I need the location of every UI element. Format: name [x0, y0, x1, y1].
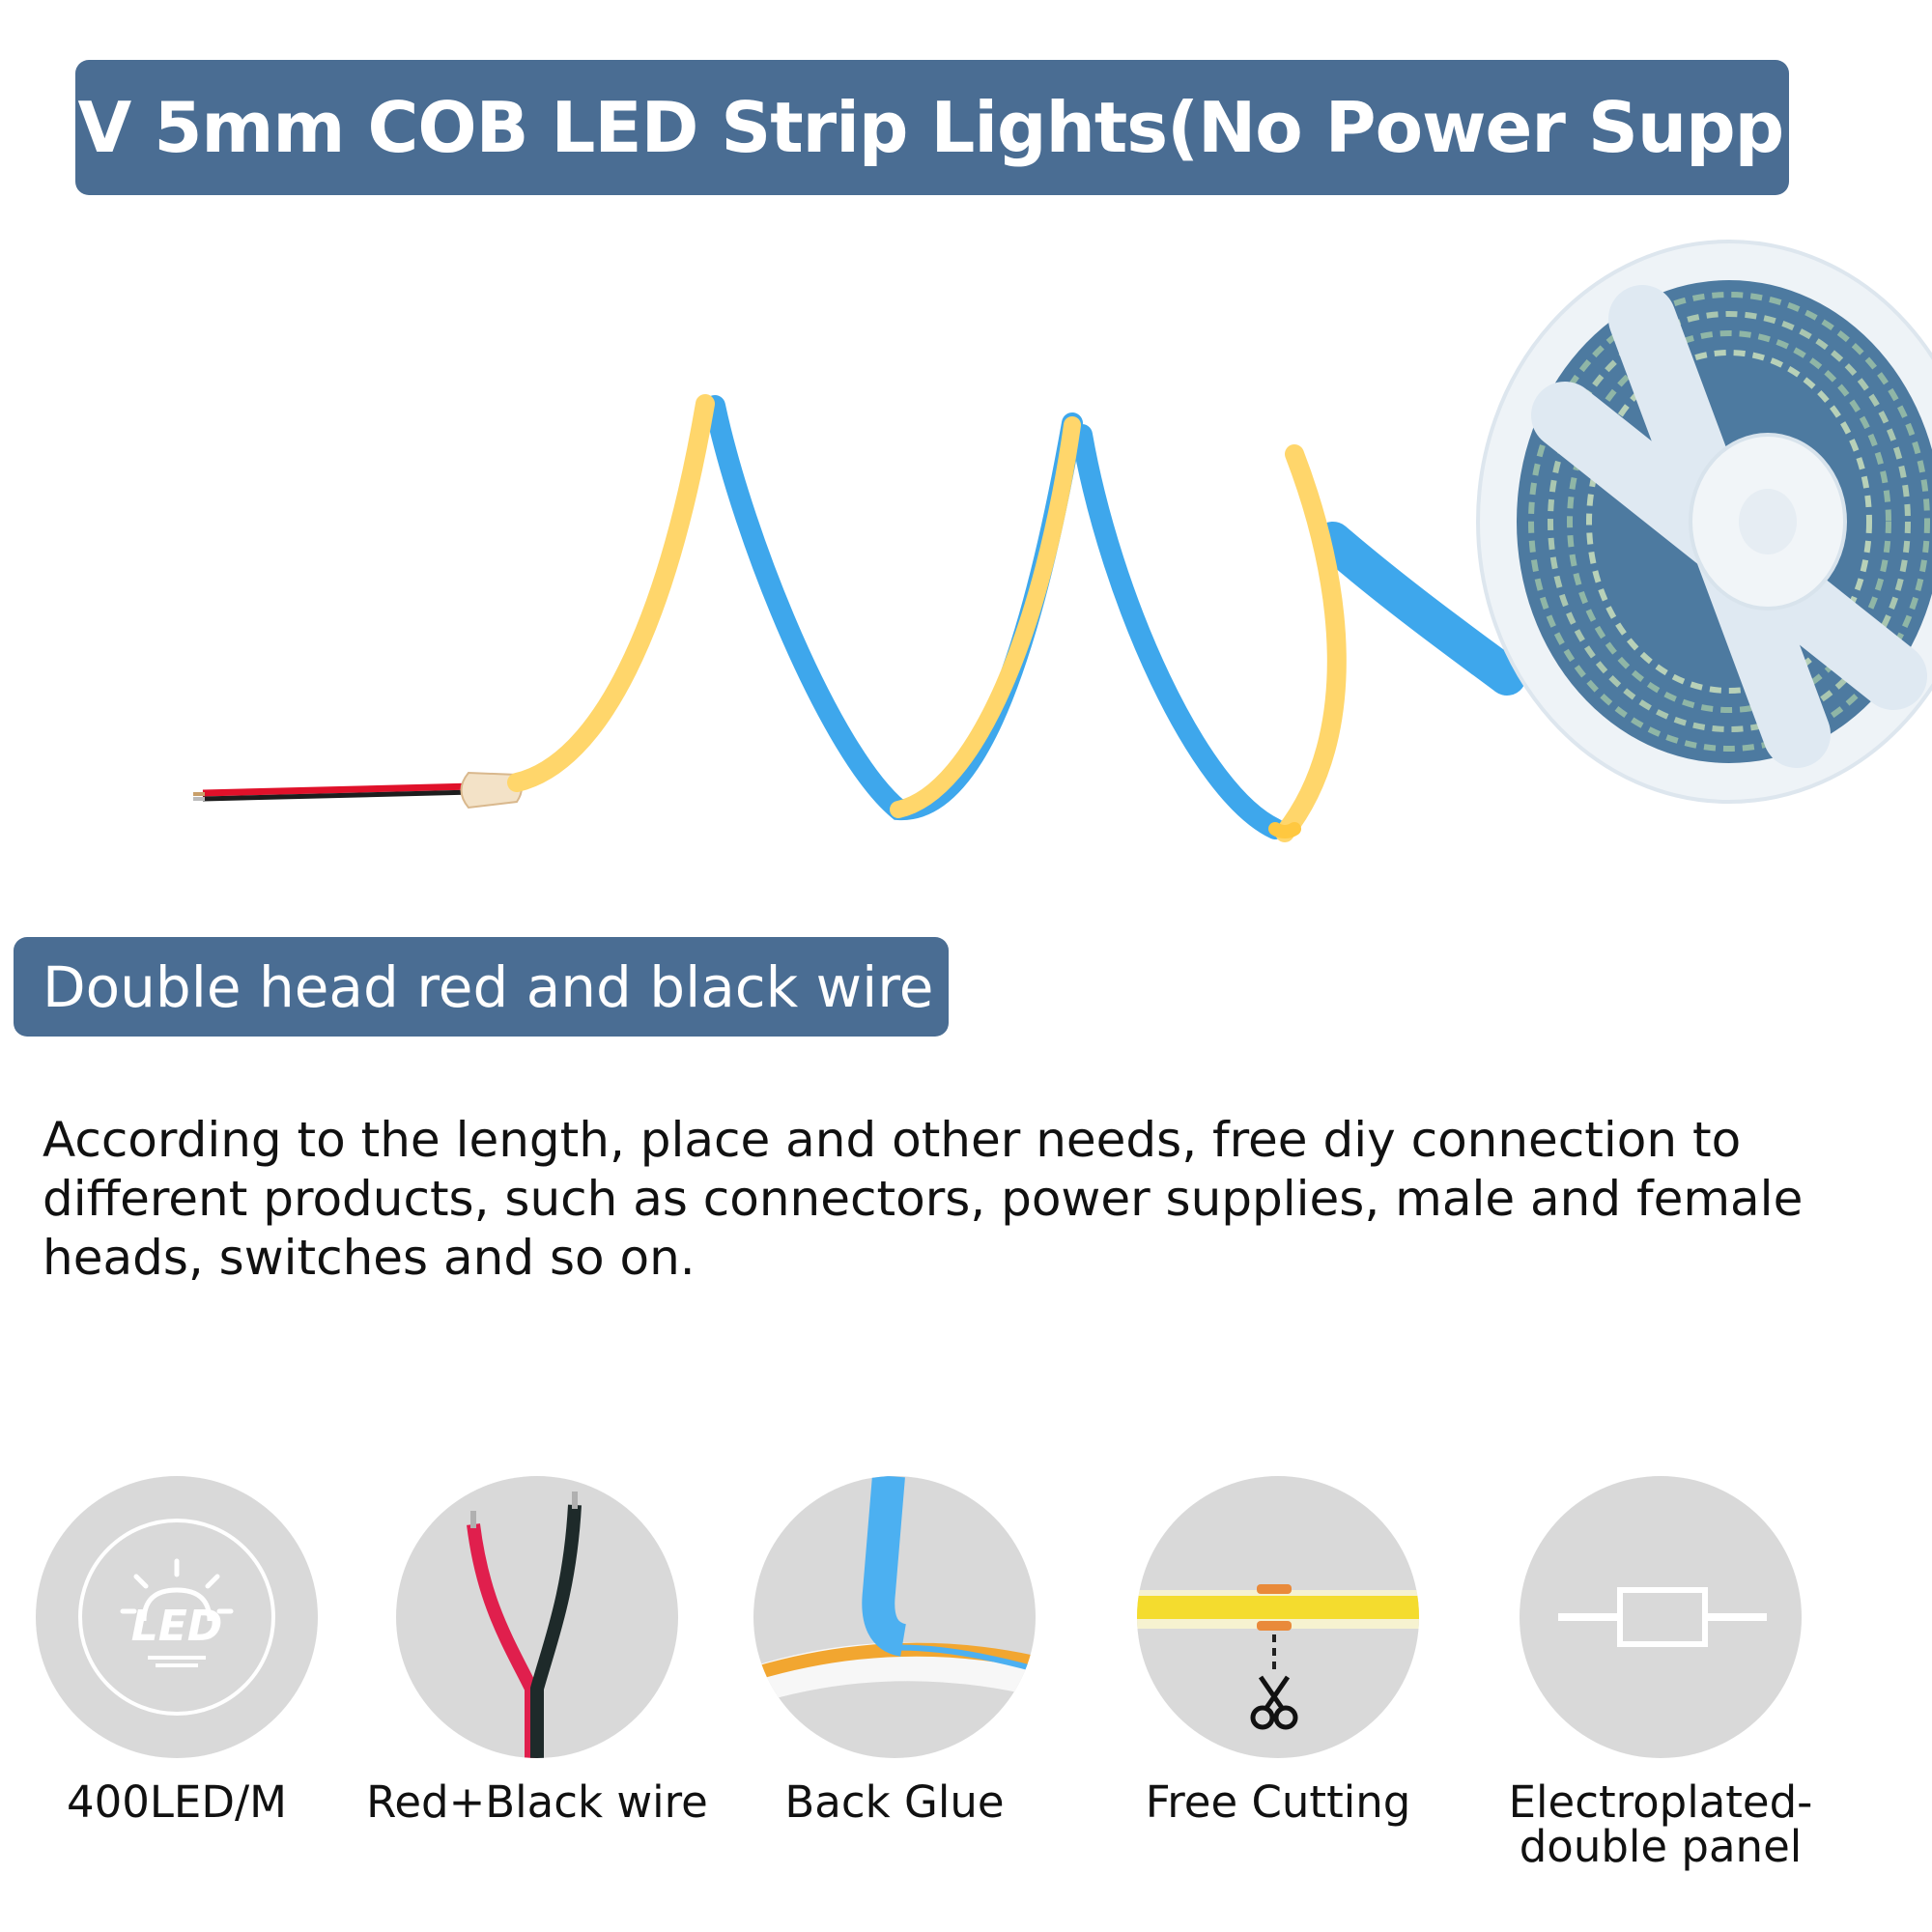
section-heading-banner: Double head red and black wire: [14, 937, 949, 1037]
feature-icon-circle: [753, 1476, 1036, 1758]
product-hero-image: [0, 232, 1932, 850]
feature-item: Red+Black wire: [366, 1476, 708, 1882]
title-banner: 12V 5mm COB LED Strip Lights(No Power Su…: [0, 60, 1883, 195]
led-strip-illustration: [193, 240, 1932, 842]
feature-icon-circle: [1520, 1476, 1802, 1758]
red-black-wire: [193, 771, 523, 810]
feature-label: 400LED/M: [66, 1776, 288, 1828]
feature-label: Free Cutting: [1145, 1776, 1411, 1828]
feature-icon-circle: [396, 1476, 678, 1758]
page-title: 12V 5mm COB LED Strip Lights(No Power Su…: [0, 87, 1883, 168]
feature-label: Back Glue: [784, 1776, 1005, 1828]
feature-item: LED 400LED/M: [32, 1476, 322, 1882]
feature-label: Red+Black wire: [366, 1776, 708, 1828]
cob-led-strip: [507, 394, 1526, 842]
feature-label: Electroplated-double panel: [1508, 1776, 1813, 1872]
red-black-wire-icon: [467, 1492, 582, 1758]
back-glue-icon: [753, 1476, 1036, 1705]
scissors-cut-icon: [1137, 1584, 1419, 1730]
panel-icon: [1558, 1587, 1767, 1647]
section-heading: Double head red and black wire: [43, 953, 934, 1020]
svg-text:LED: LED: [131, 1602, 223, 1651]
description-text: According to the length, place and other…: [43, 1112, 1804, 1286]
feature-item: Back Glue: [750, 1476, 1039, 1882]
feature-item: Free Cutting: [1133, 1476, 1423, 1882]
feature-icon-circle: [1137, 1476, 1419, 1758]
feature-icon-circle: LED: [36, 1476, 318, 1758]
led-strip-reel: [1476, 240, 1932, 804]
feature-item: Electroplated-double panel: [1509, 1476, 1812, 1882]
led-icon: LED: [78, 1519, 275, 1716]
